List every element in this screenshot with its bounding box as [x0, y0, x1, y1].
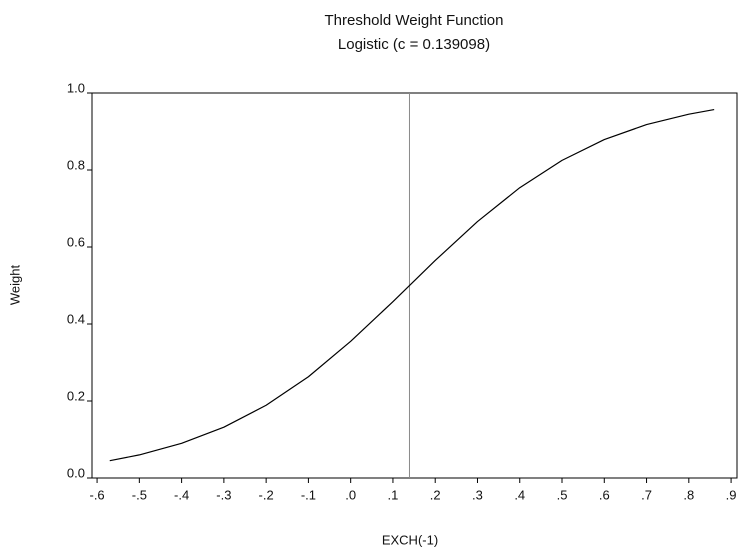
- x-tick-label: .8: [683, 487, 694, 502]
- x-axis-label: EXCH(-1): [382, 532, 438, 547]
- x-tick-label: -.6: [89, 487, 104, 502]
- x-tick-label: .7: [641, 487, 652, 502]
- x-tick-label: .4: [514, 487, 525, 502]
- y-tick-label: 0.6: [67, 234, 85, 249]
- x-tick-label: .5: [557, 487, 568, 502]
- x-tick-label: -.3: [216, 487, 231, 502]
- x-tick-label: .2: [430, 487, 441, 502]
- x-tick-label: -.4: [174, 487, 189, 502]
- y-axis-label: Weight: [7, 265, 22, 306]
- x-tick-label: .6: [599, 487, 610, 502]
- x-tick-label: -.5: [132, 487, 147, 502]
- x-tick-label: -.2: [259, 487, 274, 502]
- y-tick-label: 0.4: [67, 311, 85, 326]
- y-tick-label: 1.0: [67, 80, 85, 95]
- x-tick-label: .1: [388, 487, 399, 502]
- x-tick-label: .9: [726, 487, 737, 502]
- y-tick-label: 0.8: [67, 157, 85, 172]
- chart-title: Threshold Weight Function: [325, 12, 504, 29]
- x-tick-label: .0: [345, 487, 356, 502]
- line-series: [109, 108, 715, 462]
- plot-frame: [91, 92, 738, 479]
- x-tick-label: -.1: [301, 487, 316, 502]
- x-tick-label: .3: [472, 487, 483, 502]
- y-tick-label: 0.2: [67, 388, 85, 403]
- y-tick-label: 0.0: [67, 465, 85, 480]
- chart-subtitle: Logistic (c = 0.139098): [338, 36, 490, 53]
